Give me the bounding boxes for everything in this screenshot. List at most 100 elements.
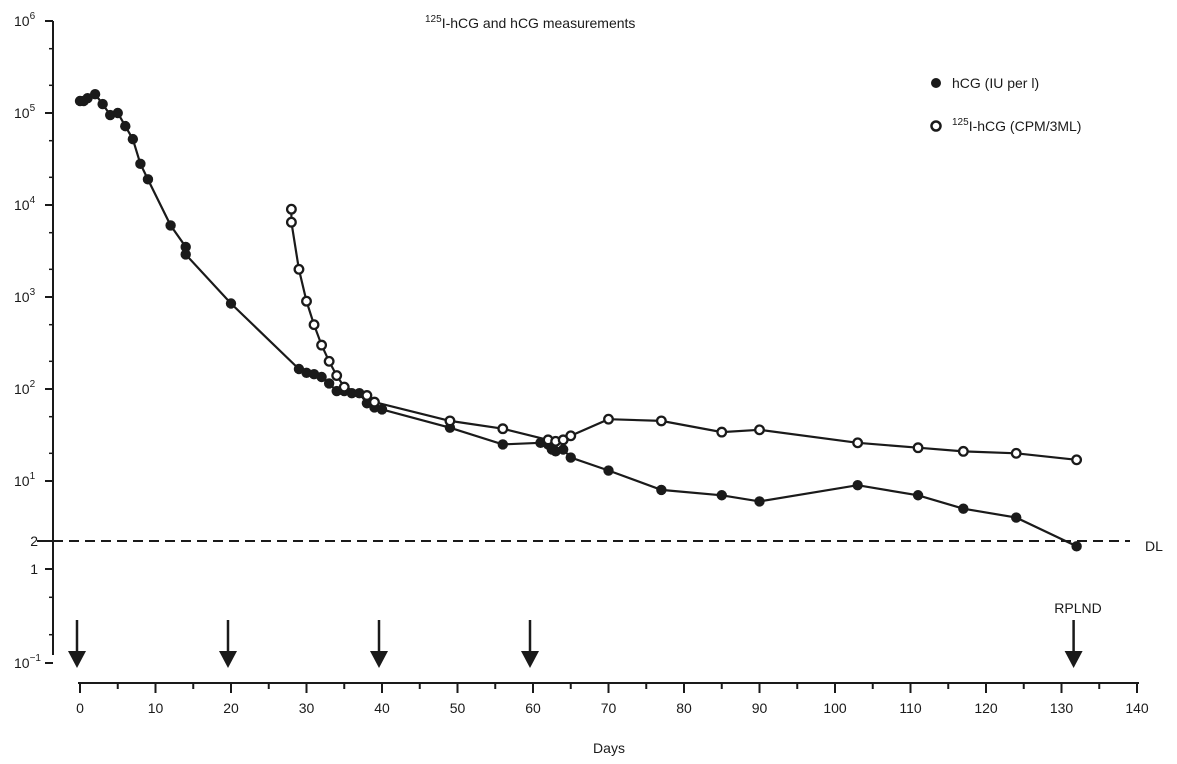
legend: hCG (IU per l) 125I-hCG (CPM/3ML): [930, 75, 1081, 134]
i-hcg-data-point: [369, 396, 380, 408]
hcg-data-point: [225, 298, 237, 309]
hcg-data-point: [323, 378, 335, 389]
hcg-data-point: [716, 490, 727, 501]
hcg-data-point: [316, 371, 327, 383]
hcg-data-point: [89, 89, 101, 100]
y-tick-label: 1: [30, 561, 38, 577]
hcg-data-point: [112, 107, 123, 119]
i-hcg-data-point: [444, 415, 456, 427]
i-hcg-data-point: [497, 423, 509, 435]
x-tick-label: 90: [752, 700, 768, 716]
i-hcg-data-point: [1010, 447, 1022, 459]
rplnd-annotation: RPLND: [1054, 600, 1101, 616]
hcg-data-point: [346, 388, 357, 399]
hcg-data-point: [656, 484, 667, 496]
hcg-data-point: [754, 496, 765, 507]
i-hcg-data-point: [285, 203, 297, 215]
i-hcg-data-point: [957, 445, 969, 457]
treatment-arrows: [68, 620, 1083, 668]
i-hcg-data-point: [565, 430, 577, 442]
i-hcg-data-point: [316, 339, 328, 351]
hcg-data-point: [135, 158, 146, 170]
hcg-data-point: [165, 220, 176, 231]
i-hcg-series-line: [290, 209, 1077, 461]
x-tick-label: 130: [1050, 700, 1074, 716]
x-tick-label: 110: [899, 700, 922, 716]
hcg-data-point: [565, 452, 576, 463]
x-tick-label: 50: [450, 700, 466, 716]
hcg-data-point: [376, 404, 388, 415]
arrow-head: [1064, 651, 1083, 668]
x-tick-label: 60: [525, 700, 541, 716]
i-hcg-data-point: [361, 390, 373, 401]
series-points: [74, 89, 1083, 552]
legend-i-hcg-marker: [930, 120, 942, 132]
hcg-data-point: [497, 439, 508, 450]
arrow-head: [370, 651, 388, 668]
y-tick-label: 2: [30, 533, 38, 549]
x-tick-label: 10: [148, 700, 164, 716]
arrow-head: [521, 651, 539, 668]
i-hcg-data-point: [852, 437, 864, 449]
i-hcg-data-point: [338, 381, 350, 393]
legend-hcg-marker: [931, 78, 941, 88]
title-superscript: 125: [425, 14, 442, 25]
i-hcg-data-point: [754, 424, 765, 436]
y-tick-label: 10−1: [14, 653, 41, 671]
i-hcg-data-point: [301, 295, 312, 307]
hcg-data-point: [958, 503, 969, 514]
hcg-data-point: [142, 174, 154, 185]
series-lines: [80, 92, 1078, 548]
y-tick-label: 105: [14, 103, 36, 121]
detection-limit-label: DL: [1145, 538, 1163, 554]
hcg-data-point: [1071, 541, 1082, 552]
svg-text:125I-hCG and hCG measurements: 125I-hCG and hCG measurements: [425, 14, 635, 31]
y-tick-label: 106: [14, 11, 36, 29]
y-tick-label: 102: [14, 379, 36, 397]
legend-i-hcg-label: 125I-hCG (CPM/3ML): [952, 117, 1081, 134]
i-hcg-data-point: [293, 263, 305, 275]
hcg-data-point: [180, 249, 191, 260]
x-tick-label: 140: [1125, 700, 1149, 716]
i-hcg-data-point: [308, 319, 320, 331]
x-tick-label: 30: [299, 700, 315, 716]
hcg-data-point: [558, 444, 569, 455]
hcg-data-point: [127, 133, 139, 145]
hcg-series-line: [80, 92, 1078, 548]
chart-title: 125I-hCG and hCG measurements: [425, 14, 635, 31]
x-axis-title: Days: [593, 740, 625, 756]
i-hcg-data-point: [1071, 454, 1083, 466]
x-tick-label: 40: [374, 700, 390, 716]
i-hcg-data-point: [323, 355, 335, 367]
hcg-data-point: [180, 241, 191, 253]
hcg-data-point: [97, 98, 108, 110]
x-tick-label: 0: [76, 700, 84, 716]
hcg-data-point: [1011, 512, 1022, 523]
hcg-data-point: [603, 465, 614, 476]
i-hcg-data-point: [912, 442, 924, 454]
y-tick-label: 101: [14, 471, 36, 489]
x-tick-label: 70: [601, 700, 617, 716]
i-hcg-data-point: [331, 370, 343, 382]
x-tick-label: 20: [223, 700, 239, 716]
legend-hcg-label: hCG (IU per l): [952, 75, 1039, 91]
legend-i-hcg-superscript: 125: [952, 117, 969, 128]
hcg-data-point: [852, 480, 863, 491]
x-axis-ticks: 0 10 20 30 40 50 60 70 80 90 100 110 120 130 140: [76, 683, 1149, 716]
x-tick-label: 120: [974, 700, 998, 716]
i-hcg-data-point: [603, 413, 614, 425]
i-hcg-data-point: [655, 415, 667, 427]
hcg-data-point: [912, 490, 924, 501]
arrow-head: [68, 651, 86, 668]
hcg-data-point: [120, 120, 131, 132]
i-hcg-data-point: [716, 426, 728, 438]
y-axis-ticks: 106 105 104 103 102 101 2 1 10−1: [14, 11, 53, 671]
y-tick-label: 104: [14, 195, 36, 213]
arrow-head: [219, 651, 237, 668]
legend-i-hcg-text: I-hCG (CPM/3ML): [969, 118, 1082, 134]
title-text: I-hCG and hCG measurements: [442, 15, 636, 31]
y-tick-label: 103: [14, 287, 36, 305]
i-hcg-data-point: [285, 216, 297, 228]
x-tick-label: 100: [823, 700, 847, 716]
